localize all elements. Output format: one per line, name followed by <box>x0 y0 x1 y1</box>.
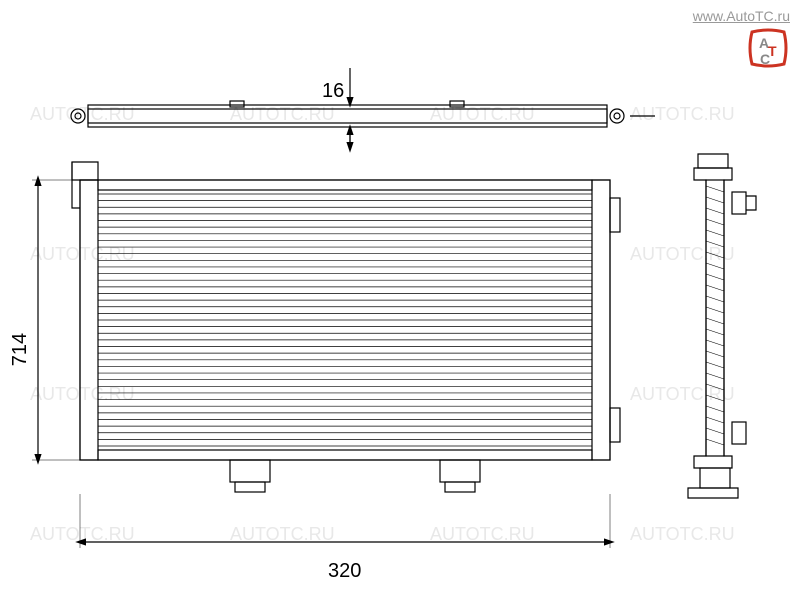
dimension-width: 320 <box>328 560 361 583</box>
technical-drawing <box>0 0 800 600</box>
dimension-thickness: 16 <box>322 80 344 103</box>
dimension-height: 714 <box>9 333 32 366</box>
